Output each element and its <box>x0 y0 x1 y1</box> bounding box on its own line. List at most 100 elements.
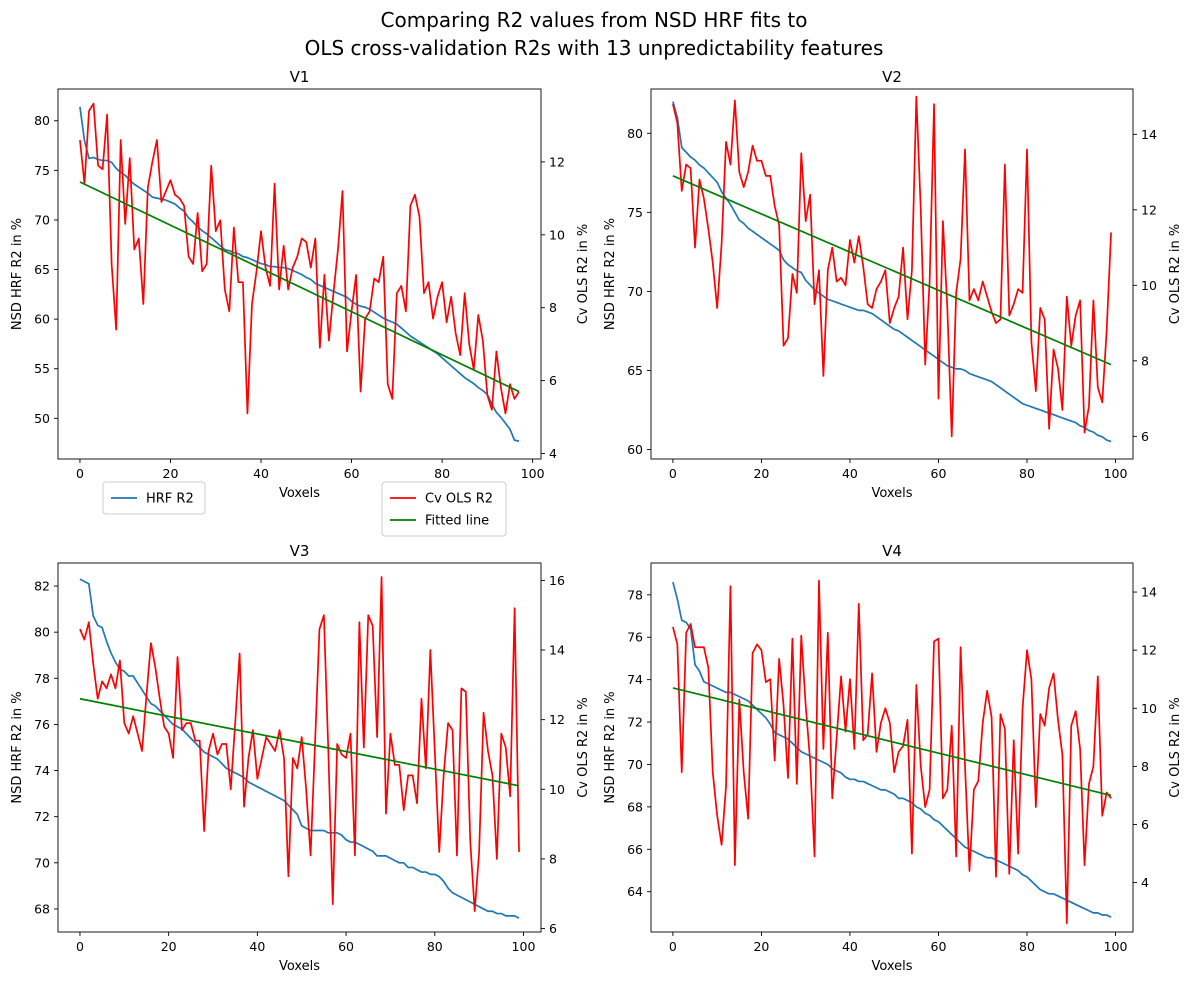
x-tick-label: 80 <box>434 466 450 481</box>
y-right-tick-label: 8 <box>549 851 557 866</box>
x-axis-label: Voxels <box>279 959 320 974</box>
axes-frame <box>650 88 1134 460</box>
panel-v4: 0 20 40 60 80 1006466687072747678468101214V4V… <box>603 542 1183 974</box>
y-right-tick-label: 14 <box>1141 127 1157 142</box>
y-left-tick-label: 72 <box>34 809 50 824</box>
x-tick-label: 20 <box>753 466 769 481</box>
y-right-tick-label: 16 <box>549 573 565 588</box>
x-tick-label: 60 <box>931 466 947 481</box>
x-tick-label: 40 <box>253 466 269 481</box>
hrf-r2-line <box>672 581 1112 918</box>
y-left-tick-label: 66 <box>627 842 643 857</box>
y-right-tick-label: 6 <box>549 373 557 388</box>
panel-title: V4 <box>882 542 902 560</box>
x-tick-label: 60 <box>338 939 354 954</box>
x-tick-label: 100 <box>1104 466 1128 481</box>
fitted-line <box>672 175 1112 366</box>
y-left-tick-label: 78 <box>627 587 643 602</box>
x-tick-label: 20 <box>163 466 179 481</box>
plot-area <box>79 102 520 442</box>
y-left-axis-label: NSD HRF R2 in % <box>603 218 618 330</box>
y-left-tick-label: 76 <box>627 630 643 645</box>
y-right-tick-label: 12 <box>1141 643 1157 658</box>
x-axis-label: Voxels <box>279 486 320 501</box>
x-tick-label: 80 <box>427 939 443 954</box>
y-left-axis-label: NSD HRF R2 in % <box>10 218 25 330</box>
cv-ols-r2-line <box>79 102 520 415</box>
x-tick-label: 100 <box>521 466 545 481</box>
legend-frame <box>102 481 206 515</box>
panel-v3: 0 20 40 60 80 10068707274767880826810121416V3… <box>10 542 591 974</box>
y-left-tick-label: 75 <box>627 205 643 220</box>
x-tick-label: 20 <box>161 939 177 954</box>
x-tick-label: 0 <box>76 466 84 481</box>
y-right-tick-label: 8 <box>1141 759 1149 774</box>
x-axis-label: Voxels <box>871 959 912 974</box>
y-left-axis-label: NSD HRF R2 in % <box>10 691 25 803</box>
y-left-tick-label: 50 <box>34 411 50 426</box>
y-right-tick-label: 6 <box>1141 429 1149 444</box>
y-right-tick-label: 12 <box>549 712 565 727</box>
fitted-line <box>672 687 1112 797</box>
x-tick-label: 0 <box>76 939 84 954</box>
x-tick-label: 80 <box>1019 939 1035 954</box>
legend-label: HRF R2 <box>146 492 194 507</box>
y-left-tick-label: 75 <box>34 163 50 178</box>
y-right-tick-label: 8 <box>549 300 557 315</box>
fitted-line <box>79 181 520 393</box>
x-tick-label: 60 <box>344 466 360 481</box>
figure-title-line-2: OLS cross-validation R2s with 13 unpredi… <box>305 36 884 60</box>
y-left-tick-label: 68 <box>627 799 643 814</box>
plot-area <box>672 579 1112 925</box>
y-right-tick-label: 10 <box>549 227 565 242</box>
axes-frame <box>57 88 542 460</box>
y-right-tick-label: 6 <box>1141 817 1149 832</box>
panels: 0 20 40 60 80 100505560657075804681012V1Voxel… <box>10 68 1183 974</box>
y-right-tick-label: 8 <box>1141 353 1149 368</box>
y-right-tick-label: 14 <box>549 643 565 658</box>
legend-left: HRF R2 <box>102 481 206 515</box>
y-left-tick-label: 72 <box>627 715 643 730</box>
axes-frame <box>650 562 1134 933</box>
legend-right: Cv OLS R2 Fitted line <box>381 481 507 537</box>
figure-title-line-1: Comparing R2 values from NSD HRF fits to <box>381 8 808 32</box>
panel-title: V1 <box>290 68 310 86</box>
legend-label: Fitted line <box>425 514 489 529</box>
panel-v2: 0 20 40 60 80 100 60 65 70 75 80 6 8 10 12 14 V2 Voxels NS… <box>603 68 1183 501</box>
hrf-r2-line <box>672 101 1112 443</box>
y-right-tick-label: 10 <box>549 782 565 797</box>
x-tick-label: 20 <box>753 939 769 954</box>
cv-ols-r2-line <box>79 576 520 912</box>
y-right-tick-label: 12 <box>549 154 565 169</box>
x-tick-label: 40 <box>842 939 858 954</box>
y-left-tick-label: 74 <box>627 672 643 687</box>
y-left-tick-label: 64 <box>627 884 643 899</box>
plot-area <box>672 95 1112 443</box>
y-left-tick-label: 65 <box>627 363 643 378</box>
y-left-tick-label: 65 <box>34 262 50 277</box>
y-left-tick-label: 70 <box>34 212 50 227</box>
x-tick-label: 0 <box>669 939 677 954</box>
y-right-tick-label: 10 <box>1141 701 1157 716</box>
y-left-axis-label: NSD HRF R2 in % <box>603 691 618 803</box>
y-right-tick-label: 12 <box>1141 202 1157 217</box>
x-tick-label: 100 <box>512 939 536 954</box>
y-left-tick-label: 70 <box>627 284 643 299</box>
y-right-tick-label: 6 <box>549 921 557 936</box>
y-left-tick-label: 70 <box>627 757 643 772</box>
legend-frame <box>381 481 507 537</box>
y-right-axis-label: Cv OLS R2 in % <box>1168 224 1183 325</box>
x-tick-label: 100 <box>1104 939 1128 954</box>
y-left-tick-label: 68 <box>34 901 50 916</box>
y-right-axis-label: Cv OLS R2 in % <box>576 697 591 798</box>
y-left-tick-label: 80 <box>34 113 50 128</box>
axes-frame <box>57 562 542 933</box>
y-left-tick-label: 80 <box>627 126 643 141</box>
legends: HRF R2 Cv OLS R2 Fitted line <box>102 481 507 537</box>
x-tick-label: 0 <box>669 466 677 481</box>
y-left-tick-label: 55 <box>34 361 50 376</box>
y-left-tick-label: 78 <box>34 671 50 686</box>
y-left-tick-label: 74 <box>34 763 50 778</box>
y-left-tick-label: 76 <box>34 717 50 732</box>
